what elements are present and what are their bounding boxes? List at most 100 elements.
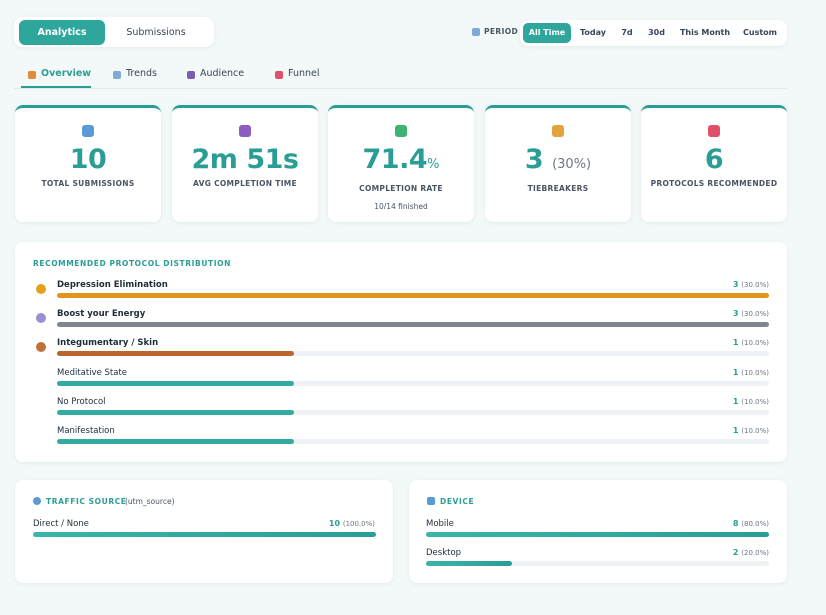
period-option[interactable]: Today [580, 28, 606, 37]
nav-tab[interactable]: Audience [200, 68, 245, 79]
row-name: Meditative State [57, 367, 128, 378]
stat-label: COMPLETION RATE [359, 184, 443, 193]
row-percent: (10.0%) [741, 368, 769, 377]
nav-underline [21, 86, 91, 88]
stat-card: 2m 51s AVG COMPLETION TIME [172, 105, 318, 222]
row-percent: (10.0%) [741, 427, 769, 435]
row-count-value: 10 [328, 519, 341, 528]
nav-icon [187, 71, 195, 79]
row-count: 1 (10.0%) [733, 397, 769, 406]
view-tab[interactable]: Submissions [126, 27, 186, 38]
bar-track [57, 439, 769, 444]
distribution-card: RECOMMENDED PROTOCOL DISTRIBUTION Depress… [15, 242, 787, 462]
row-count-value: 1 [732, 396, 739, 406]
bar-track [33, 532, 376, 537]
bar-track [426, 561, 769, 566]
bar [57, 409, 295, 415]
row-percent: (80.0%) [741, 520, 769, 528]
section-subtitle: (utm_source) [125, 497, 175, 506]
bar [57, 351, 295, 357]
period-option[interactable]: 7d [621, 28, 633, 37]
stat-icon [552, 125, 564, 137]
period-option[interactable]: Custom [743, 28, 777, 37]
bar-track [57, 409, 769, 415]
bar-track [57, 380, 769, 386]
stat-card: 3 (30%) TIEBREAKERS [485, 105, 631, 222]
row-percent: (10.0%) [741, 397, 769, 406]
row-percent: (100.0%) [342, 520, 375, 528]
period-icon [472, 28, 480, 36]
view-tab[interactable]: Analytics [19, 20, 105, 45]
bar-track [57, 322, 769, 328]
period-option[interactable]: 30d [648, 28, 665, 37]
row-count: 1 (10.0%) [733, 368, 769, 377]
row-count-value: 8 [732, 519, 739, 528]
section-title: DEVICE [440, 497, 475, 506]
row-name: Manifestation [57, 426, 115, 436]
row-count: 10 (100.0%) [329, 519, 375, 528]
row-name: Depression Elimination [57, 280, 168, 290]
bar [57, 293, 769, 298]
stat-card: 10 TOTAL SUBMISSIONS [15, 105, 161, 222]
row-percent: (10.0%) [741, 339, 769, 348]
stat-number: 71.4 [362, 144, 428, 175]
row-percent: (30.0%) [741, 310, 769, 319]
section-icon [427, 497, 435, 505]
bar [57, 439, 295, 444]
row-name: Mobile [426, 519, 454, 529]
stat-icon [708, 125, 720, 137]
row-name: Integumentary / Skin [57, 338, 159, 349]
row-name: Boost your Energy [57, 309, 146, 320]
stat-unit: % [427, 157, 440, 172]
nav-tab[interactable]: Trends [126, 68, 157, 79]
stat-value: 3 (30%) [485, 143, 631, 182]
section-title: TRAFFIC SOURCE [46, 497, 127, 506]
stat-label: AVG COMPLETION TIME [193, 179, 297, 188]
stat-label: TOTAL SUBMISSIONS [41, 179, 135, 188]
stat-icon [395, 125, 407, 137]
stat-value: 71.4% [328, 143, 474, 182]
stat-number: 3 [524, 144, 544, 175]
row-count: 1 (10.0%) [733, 426, 769, 435]
bar-track [57, 293, 769, 298]
bar [426, 561, 512, 566]
view-switcher: Analytics Submissions [14, 17, 214, 47]
traffic-card: TRAFFIC SOURCE (utm_source) Direct / None 1… [15, 480, 393, 583]
row-count-value: 1 [732, 426, 739, 435]
row-count-value: 2 [732, 548, 739, 557]
row-percent: (30.0%) [741, 281, 769, 289]
row-name: No Protocol [57, 396, 106, 407]
stat-value: 10 [15, 143, 161, 177]
period-option[interactable]: All Time [523, 23, 571, 43]
bar-track [57, 351, 769, 357]
rank-medal [36, 284, 46, 294]
row-count-value: 1 [732, 367, 739, 377]
row-count-value: 3 [732, 309, 739, 319]
row-count: 8 (80.0%) [733, 519, 769, 528]
period-option[interactable]: This Month [679, 28, 731, 37]
section-icon [33, 497, 41, 505]
row-count: 3 (30.0%) [733, 309, 769, 318]
stat-label: TIEBREAKERS [527, 184, 589, 193]
bar [57, 380, 295, 386]
row-count: 3 (30.0%) [733, 280, 769, 289]
nav-tab[interactable]: Overview [41, 68, 92, 79]
bar [57, 322, 769, 328]
nav-icon [113, 71, 121, 79]
nav-tab[interactable]: Funnel [288, 68, 320, 79]
stat-number: 2m 51s [191, 144, 299, 175]
period-options: All Time Today 7d 30d This Month Custom [520, 20, 787, 46]
row-name: Direct / None [33, 519, 89, 529]
bar-track [426, 532, 769, 537]
row-name: Desktop [426, 548, 462, 558]
stat-icon [82, 125, 94, 137]
row-count-value: 1 [732, 338, 739, 348]
nav-icon [275, 71, 283, 79]
stat-label: PROTOCOLS RECOMMENDED [650, 179, 778, 188]
stat-number: 10 [69, 144, 107, 175]
stat-note: 10/14 finished [374, 202, 428, 211]
stat-value: 6 [641, 143, 787, 177]
rank-medal [36, 313, 46, 324]
nav-divider [14, 88, 787, 89]
